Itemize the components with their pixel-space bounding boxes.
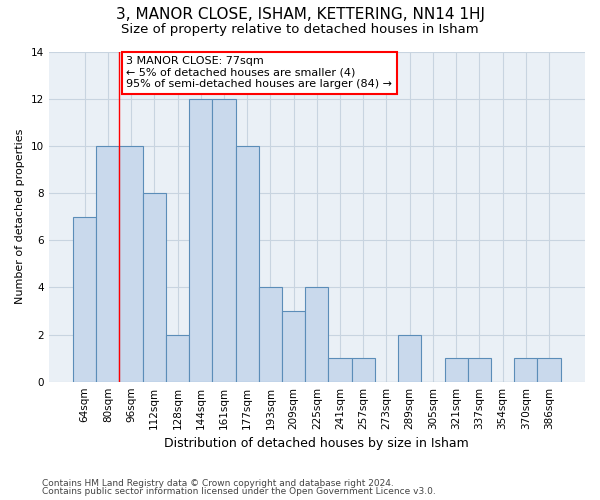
Text: Contains public sector information licensed under the Open Government Licence v3: Contains public sector information licen… [42,487,436,496]
Text: Size of property relative to detached houses in Isham: Size of property relative to detached ho… [121,22,479,36]
Bar [236,146,259,382]
Bar [328,358,352,382]
Bar [398,334,421,382]
Bar [259,288,282,382]
Bar [282,311,305,382]
Bar [166,334,189,382]
Bar [143,193,166,382]
Bar [514,358,538,382]
Bar [305,288,328,382]
Text: 3 MANOR CLOSE: 77sqm
← 5% of detached houses are smaller (4)
95% of semi-detache: 3 MANOR CLOSE: 77sqm ← 5% of detached ho… [127,56,392,90]
Bar [445,358,468,382]
Bar [352,358,375,382]
Text: 3, MANOR CLOSE, ISHAM, KETTERING, NN14 1HJ: 3, MANOR CLOSE, ISHAM, KETTERING, NN14 1… [115,8,485,22]
Text: Contains HM Land Registry data © Crown copyright and database right 2024.: Contains HM Land Registry data © Crown c… [42,478,394,488]
Bar [538,358,560,382]
Bar [73,216,96,382]
Y-axis label: Number of detached properties: Number of detached properties [15,129,25,304]
Bar [96,146,119,382]
X-axis label: Distribution of detached houses by size in Isham: Distribution of detached houses by size … [164,437,469,450]
Bar [119,146,143,382]
Bar [189,98,212,382]
Bar [468,358,491,382]
Bar [212,98,236,382]
